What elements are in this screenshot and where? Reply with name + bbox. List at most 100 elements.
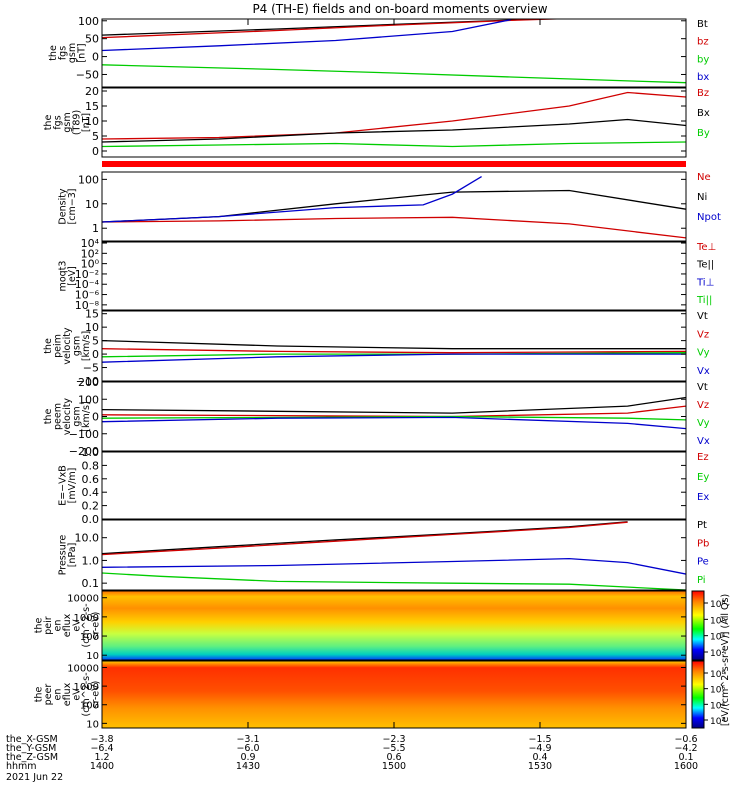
legend-entry: Vt [697,311,708,322]
y-axis-label: (cm^2-s- [81,604,92,648]
y-tick-label: 5 [92,130,99,143]
legend-entry: by [697,54,709,65]
series-line-Ne [102,216,686,239]
series-line-Pe [102,557,686,575]
series-line-Pb [102,521,628,556]
colorbar-tick-label: 10² [710,649,725,659]
y-tick-label: 0.6 [82,473,100,486]
x-tick-label: 1600 [674,761,698,772]
series-line-Bz [102,91,686,140]
x-row-label: hhmm [6,761,37,772]
series-line-bz [102,19,573,39]
legend-entry: Te|| [696,260,714,271]
y-tick-label: −100 [69,428,99,441]
y-axis-label: [nT] [76,43,87,62]
y-axis-label: fgs [53,115,64,129]
y-tick-label: 0 [92,411,99,424]
x-tick-label: −0.6 [674,734,697,745]
series-line-Bx [102,118,686,143]
y-axis-label: [km/s] [81,401,92,431]
panel-8: 10.0 1.0 0.1 Pressure[nPa] Pt Pb Pe Pi [57,519,709,591]
panel-frame [101,590,687,661]
legend-entry: Ey [697,472,709,483]
series-line-Pt [102,521,628,555]
y-tick-label: 1 [92,222,99,235]
panel-frame [101,87,687,158]
y-axis-label: Density [57,188,68,224]
y-tick-label: 100 [80,701,99,712]
legend-entry: Vz [697,400,709,411]
y-tick-label: 10⁻⁴ [75,278,100,291]
y-axis-label: peir [43,616,54,635]
legend-entry: Pb [697,538,709,549]
colorbar-tick-label: 10⁴ [710,701,725,711]
y-axis-label: the [48,45,59,61]
series-line-Vy [102,415,686,421]
x-tick-label: 0.9 [240,752,255,763]
y-axis-label: velocity [62,327,73,365]
colorbar [691,660,705,729]
y-axis-label: the [34,687,45,703]
y-axis-label: [cm−3] [67,189,78,225]
x-tick-label: −6.0 [236,743,259,754]
series-line-by [102,64,686,84]
y-tick-label: 0.4 [82,486,100,499]
legend-entry: Vz [697,329,709,340]
x-row-label: the_X-GSM [6,734,58,745]
y-tick-label: 100 [78,15,99,28]
y-axis-label: the [43,409,54,425]
legend-entry: Ne [697,172,711,183]
x-tick-label: −5.5 [382,743,405,754]
x-row-label: the_Z-GSM [6,752,58,763]
y-tick-label: 10 [86,719,99,730]
legend-entry: Ex [697,492,709,503]
x-tick-label: 0.4 [532,752,547,763]
colorbar-tick-label: 10⁶ [710,686,725,696]
y-tick-label: 1000 [74,682,99,693]
y-tick-label: 200 [78,376,99,389]
colorbar-label: [eV/(cm^2-s-sr-eV)] (All Qs) [720,594,731,726]
legend-entry: Ez [697,452,709,463]
legend-entry: Vy [697,418,710,429]
x-tick-label: −2.3 [382,734,405,745]
panel-frame [101,519,687,591]
y-axis-label: moqt3 [57,261,68,292]
series-line-Vz [102,348,686,354]
y-axis-label: velocity [62,398,73,436]
y-tick-label: 0.8 [82,459,100,472]
y-axis-label: the [43,115,54,131]
y-tick-label: 10⁻⁶ [75,289,100,302]
y-tick-label: 5 [92,335,99,348]
colorbar-tick-label: 10⁶ [710,616,725,626]
y-axis-label: (cm^2-s- [81,673,92,717]
legend-entry: Bt [697,19,708,30]
y-tick-label: 20 [85,85,99,98]
y-axis-label: the [34,618,45,634]
y-tick-label: 0.0 [82,513,100,526]
y-axis-label: en [53,620,64,632]
panel-frame [101,451,687,520]
legend-entry: Pe [697,557,709,568]
legend-entry: Ti|| [696,295,712,306]
figure-title: P4 (TH-E) fields and on-board moments ov… [252,2,547,16]
series-line-Vt [102,339,686,350]
panel-frame [101,310,687,382]
y-tick-label: 50 [85,33,99,46]
y-tick-label: 10⁰ [81,258,100,271]
y-axis-label: peem [53,403,64,430]
y-tick-label: 10 [85,321,99,334]
y-axis-label: E=−VxB [57,465,68,506]
y-tick-label: 1.0 [82,554,100,567]
colorbar-tick-label: 10⁴ [710,633,725,643]
x-row-label: the_Y-GSM [6,743,56,754]
y-axis-label: fgs [57,46,68,60]
y-axis-label: eV [72,619,83,632]
y-tick-label: 10000 [67,594,99,605]
y-tick-label: 10 [85,115,99,128]
x-tick-label: −6.4 [90,743,113,754]
y-tick-label: −200 [69,445,99,458]
y-axis-label: en [53,689,64,701]
